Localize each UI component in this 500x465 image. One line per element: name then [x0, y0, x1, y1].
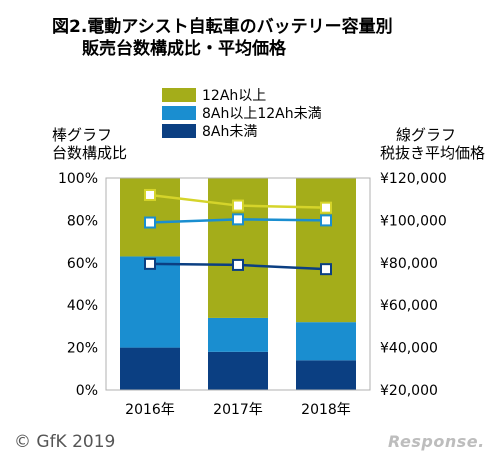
- price-marker: [232, 199, 244, 212]
- y-tick-label: 40%: [67, 298, 98, 314]
- y2-tick-label: ¥120,000: [380, 171, 447, 187]
- y2-tick-label: ¥100,000: [380, 213, 447, 229]
- bar-segment: [208, 317, 268, 352]
- y-tick-label: 100%: [58, 171, 98, 187]
- price-marker: [144, 257, 156, 270]
- legend-label-mid: 8Ah以上12Ah未満: [202, 106, 322, 122]
- right-axis-title-line1: 線グラフ: [396, 126, 457, 144]
- x-tick-label: 2017年: [213, 402, 263, 418]
- bar-segment: [296, 178, 356, 323]
- chart-title-line2: 販売台数構成比・平均価格: [82, 39, 286, 59]
- y-tick-label: 20%: [67, 341, 98, 357]
- legend-swatch-over12: [162, 88, 196, 102]
- brand-logo: Response.: [388, 432, 485, 451]
- left-axis-title: 棒グラフ 台数構成比: [52, 126, 127, 162]
- y-tick-label: 60%: [67, 256, 98, 272]
- price-marker: [144, 188, 156, 201]
- chart-title: 図2.電動アシスト自転車のバッテリー容量別 販売台数構成比・平均価格: [52, 16, 472, 60]
- y-tick-label: 0%: [76, 383, 98, 399]
- price-marker: [320, 201, 332, 214]
- left-axis-title-line2: 台数構成比: [52, 144, 128, 162]
- copyright-text: © GfK 2019: [14, 432, 116, 452]
- price-marker: [232, 258, 244, 271]
- bar-segment: [296, 322, 356, 361]
- chart-title-line1: 図2.電動アシスト自転車のバッテリー容量別: [52, 17, 393, 37]
- y2-tick-label: ¥80,000: [380, 256, 438, 272]
- legend-item-mid: 8Ah以上12Ah未満: [162, 104, 322, 122]
- legend-item-under8: 8Ah未満: [162, 122, 322, 140]
- legend-swatch-under8: [162, 124, 196, 138]
- y2-tick-label: ¥60,000: [380, 298, 438, 314]
- bar-segment: [296, 360, 356, 390]
- price-marker: [320, 263, 332, 276]
- legend-label-over12: 12Ah以上: [202, 88, 267, 104]
- y-tick-label: 80%: [67, 213, 98, 229]
- right-axis-title: 線グラフ 税抜き平均価格: [380, 126, 485, 162]
- price-marker: [144, 216, 156, 229]
- price-marker: [320, 214, 332, 227]
- plot-frame: [105, 177, 371, 391]
- y2-tick-label: ¥20,000: [380, 383, 438, 399]
- bar-segment: [120, 347, 180, 390]
- price-marker: [232, 213, 244, 226]
- bar-segment: [208, 351, 268, 390]
- x-tick-label: 2016年: [125, 402, 175, 418]
- legend-item-over12: 12Ah以上: [162, 86, 322, 104]
- bar-segment: [120, 256, 180, 348]
- right-axis-title-line2: 税抜き平均価格: [380, 144, 486, 162]
- legend-swatch-mid: [162, 106, 196, 120]
- bar-segment: [208, 178, 268, 318]
- legend: 12Ah以上 8Ah以上12Ah未満 8Ah未満: [162, 86, 322, 140]
- legend-label-under8: 8Ah未満: [202, 124, 258, 140]
- y2-tick-label: ¥40,000: [380, 341, 438, 357]
- left-axis-title-line1: 棒グラフ: [52, 126, 113, 144]
- x-tick-label: 2018年: [301, 402, 351, 418]
